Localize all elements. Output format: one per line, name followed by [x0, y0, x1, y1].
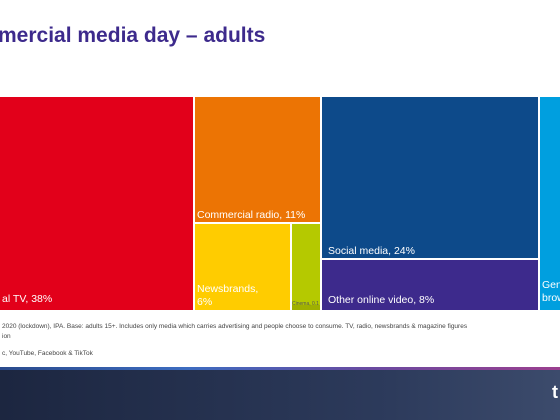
cell-label: Commercial radio, 11% [197, 209, 306, 221]
treemap-cell: Cinema, 0.1 [292, 301, 320, 310]
footer-band [0, 370, 560, 420]
cell-label: Other online video, 8% [328, 294, 435, 306]
treemap-cell: Commercial radio, 11% [195, 97, 320, 222]
cell-label: Gen brow [542, 279, 560, 304]
cell-label: Cinema, 0.1 [292, 301, 319, 307]
treemap-cell: al TV, 38% [0, 97, 193, 310]
footer-logo-text: t [552, 382, 558, 402]
treemap-cell: Magazines 2% [292, 224, 336, 305]
footnote: 2020 (lockdown), IPA. Base: adults 15+. … [2, 323, 468, 330]
treemap-cell: Social media, 24% [322, 97, 538, 258]
slide-title: mercial media day – adults [0, 24, 266, 47]
footnote: ion [2, 333, 11, 340]
treemap-cell: Newsbrands, 6% [195, 224, 290, 310]
footnote: c, YouTube, Facebook & TikTok [2, 350, 93, 357]
cell-label: al TV, 38% [2, 293, 53, 305]
footer-stripe [0, 367, 560, 370]
cell-label: Social media, 24% [328, 245, 415, 257]
treemap-cell: Other online video, 8% [322, 260, 538, 310]
cell-label: Newsbrands, 6% [197, 283, 259, 308]
treemap-cell: Gen brow [540, 97, 560, 310]
